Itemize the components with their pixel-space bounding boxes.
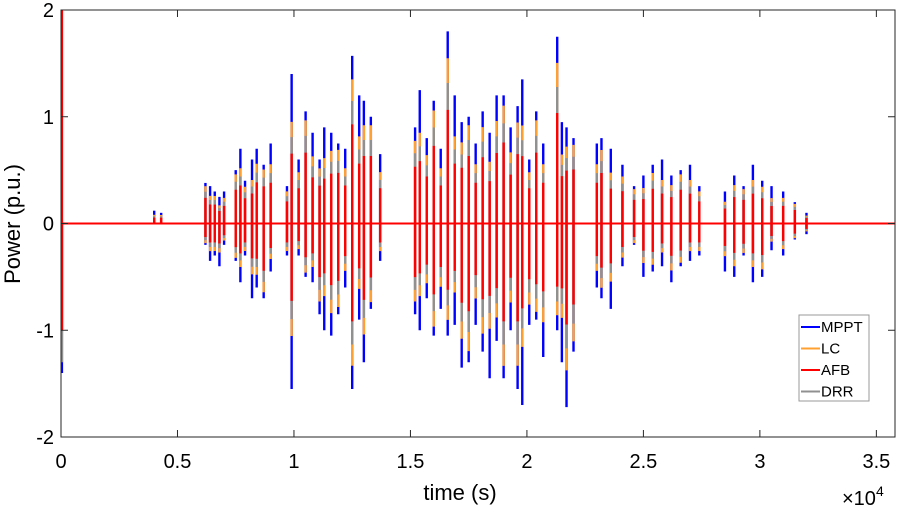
y-tick-label: -2 xyxy=(36,427,54,449)
x-multiplier: ×104 xyxy=(842,483,884,510)
legend-item-mppt: MPPT xyxy=(801,319,863,336)
y-axis-label: Power (p.u.) xyxy=(0,164,25,284)
x-tick-label: 1.5 xyxy=(397,451,425,473)
x-axis-label: time (s) xyxy=(423,480,496,505)
y-tick-label: 1 xyxy=(43,107,54,129)
legend-item-drr: DRR xyxy=(801,384,854,401)
x-tick-label: 2.5 xyxy=(629,451,657,473)
legend-box xyxy=(798,314,870,402)
legend-label: LC xyxy=(821,341,840,358)
axis-ticks: 0 0.5 1 1.5 2 2.5 3 3.5 -2 -1 0 1 2 xyxy=(36,0,895,473)
y-tick-label: -1 xyxy=(36,320,54,342)
series-afb xyxy=(60,10,808,331)
x-tick-label: 0.5 xyxy=(164,451,192,473)
legend-label: DRR xyxy=(821,384,854,401)
x-tick-label: 2 xyxy=(521,451,532,473)
x-tick-label: 3 xyxy=(754,451,765,473)
legend-item-lc: LC xyxy=(801,341,840,358)
legend-label: MPPT xyxy=(821,319,863,336)
x-tick-label: 1 xyxy=(288,451,299,473)
x-tick-label: 0 xyxy=(55,451,66,473)
x-tick-label: 3.5 xyxy=(862,451,890,473)
legend-label: AFB xyxy=(821,362,850,379)
legend: MPPT LC AFB DRR xyxy=(798,314,870,402)
legend-item-afb: AFB xyxy=(801,362,850,379)
plot-marks xyxy=(60,10,895,408)
y-tick-label: 2 xyxy=(43,0,54,22)
y-tick-label: 0 xyxy=(43,214,54,236)
